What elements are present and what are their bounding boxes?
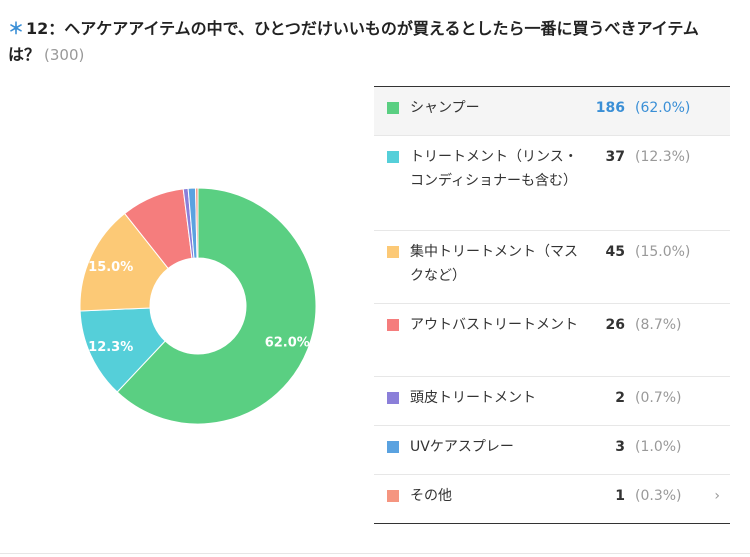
legend-percent: (12.3%)	[635, 149, 691, 165]
legend-percent: (0.7%)	[635, 390, 682, 406]
legend-swatch	[387, 490, 399, 502]
legend-swatch	[387, 102, 399, 114]
legend-label: シャンプー	[410, 100, 480, 116]
legend-label: 頭皮トリートメント	[410, 390, 536, 406]
question-text: 12：ヘアケアアイテムの中で、ひとつだけいいものが買えるとしたら一番に買うべきア…	[8, 19, 699, 64]
legend-value: 2	[615, 390, 625, 406]
legend-swatch	[387, 392, 399, 404]
legend-percent: (15.0%)	[635, 244, 691, 260]
legend-value: 37	[605, 149, 625, 165]
legend-label: トリートメント（リンス・コンディショナーも含む）	[410, 149, 578, 189]
legend-value: 3	[615, 439, 625, 455]
legend-label: その他	[410, 488, 452, 504]
bottom-divider	[0, 553, 750, 554]
legend-swatch	[387, 441, 399, 453]
legend-label: アウトバストリートメント	[410, 317, 578, 333]
legend-value: 26	[605, 317, 625, 333]
required-marker: ＊	[8, 19, 25, 38]
legend-percent: (1.0%)	[635, 439, 682, 455]
legend-row[interactable]: シャンプー 186 (62.0%)	[374, 87, 730, 135]
donut-slice[interactable]	[195, 187, 199, 259]
legend-row[interactable]: UVケアスプレー 3 (1.0%)	[374, 425, 730, 474]
legend-label: UVケアスプレー	[410, 439, 514, 455]
legend-row[interactable]: その他 1 (0.3%) ›	[374, 474, 730, 523]
legend-percent: (62.0%)	[635, 100, 691, 116]
legend-row[interactable]: アウトバストリートメント 26 (8.7%)	[374, 303, 730, 376]
slice-label: 12.3%	[88, 340, 133, 355]
legend-percent: (0.3%)	[635, 488, 682, 504]
legend-table: シャンプー 186 (62.0%) トリートメント（リンス・コンディショナーも含む） 3…	[374, 86, 730, 524]
legend-value: 186	[595, 100, 625, 116]
slice-label: 62.0%	[265, 335, 310, 350]
donut-chart: 62.0% 12.3% 15.0%	[79, 187, 317, 425]
question-title: ＊ 12：ヘアケアアイテムの中で、ひとつだけいいものが買えるとしたら一番に買うべき…	[8, 16, 728, 68]
legend-swatch	[387, 246, 399, 258]
chevron-right-icon[interactable]: ›	[714, 488, 720, 504]
legend-swatch	[387, 319, 399, 331]
legend-row[interactable]: トリートメント（リンス・コンディショナーも含む） 37 (12.3%)	[374, 135, 730, 230]
legend-label: 集中トリートメント（マスクなど）	[410, 244, 578, 284]
response-count: (300)	[44, 46, 85, 64]
legend-value: 45	[605, 244, 625, 260]
donut-slice[interactable]	[116, 187, 317, 425]
legend-value: 1	[615, 488, 625, 504]
legend-row[interactable]: 頭皮トリートメント 2 (0.7%)	[374, 376, 730, 425]
legend-percent: (8.7%)	[635, 317, 682, 333]
legend-swatch	[387, 151, 399, 163]
donut-slice[interactable]	[79, 212, 169, 312]
legend-row[interactable]: 集中トリートメント（マスクなど） 45 (15.0%)	[374, 230, 730, 303]
slice-label: 15.0%	[88, 260, 133, 275]
